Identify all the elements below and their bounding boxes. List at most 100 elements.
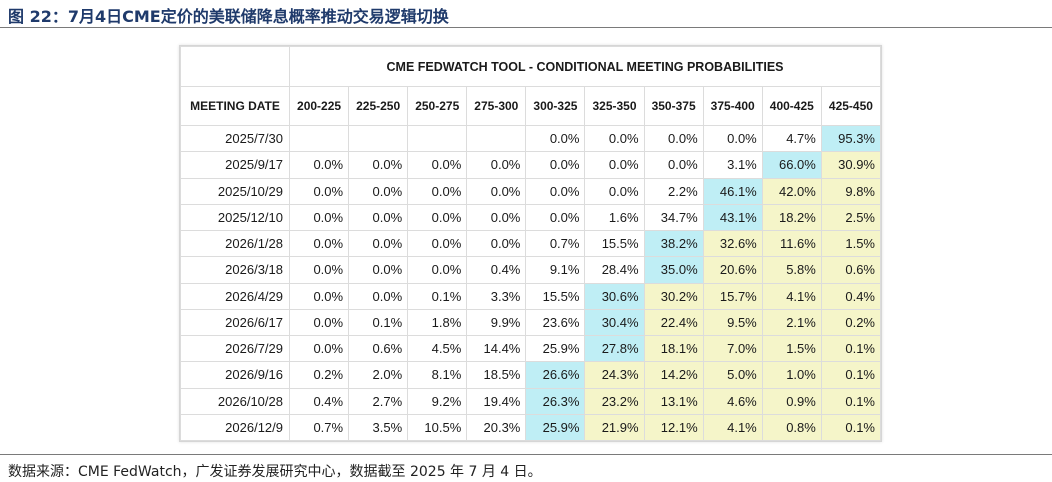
probability-cell: 0.0% [288,229,350,258]
table-row: 2026/3/18 0.0% 0.0% 0.0% 0.4% 9.1% 28.4% 35.0% 2… [180,256,882,284]
rate-range-header: 350-375 [643,86,704,126]
rate-range-header: 425-450 [820,86,882,126]
probability-cell [466,124,527,153]
probability-cell: 14.4% [466,334,527,363]
meeting-date-cell: 2026/10/28 [180,387,290,415]
probability-cell: 18.1% [643,334,704,363]
probability-cell: 0.4% [288,387,350,415]
table-title: CME FEDWATCH TOOL - CONDITIONAL MEETING … [289,46,881,87]
probability-cell: 8.1% [407,361,468,389]
probability-cell: 27.8% [584,334,645,363]
probability-cell: 0.0% [288,334,350,363]
probability-cell: 0.0% [348,229,409,258]
probability-cell: 1.5% [820,229,882,258]
probability-cell: 0.0% [407,177,468,205]
probability-cell: 10.5% [407,413,468,442]
bottom-divider [0,454,1052,455]
rate-range-header: 400-425 [761,86,822,126]
probability-cell: 0.0% [407,151,468,179]
probability-cell: 18.2% [761,203,822,232]
probability-cell: 23.6% [525,308,586,337]
probability-cell: 0.0% [525,177,586,205]
probability-cell: 0.0% [348,177,409,205]
rate-range-header: 275-300 [466,86,527,126]
probability-cell [288,124,350,153]
probability-cell: 0.0% [348,203,409,232]
probability-cell: 20.6% [702,256,763,284]
rate-range-header: 325-350 [584,86,645,126]
rate-range-header: 225-250 [348,86,409,126]
probability-cell: 2.1% [761,308,822,337]
probability-cell: 12.1% [643,413,704,442]
probability-cell: 0.0% [288,308,350,337]
probability-cell: 0.9% [761,387,822,415]
table-row: 2026/4/29 0.0% 0.0% 0.1% 3.3% 15.5% 30.6% 30.2%… [180,282,882,310]
probability-cell: 3.1% [702,151,763,179]
probability-cell: 0.6% [820,256,882,284]
probability-cell: 14.2% [643,361,704,389]
probability-cell: 9.2% [407,387,468,415]
probability-cell: 0.0% [288,203,350,232]
probability-cell: 0.0% [407,256,468,284]
probability-cell: 9.1% [525,256,586,284]
probability-cell: 0.4% [820,282,882,310]
probability-cell: 0.1% [407,282,468,310]
probability-cell [348,124,409,153]
probability-cell: 3.3% [466,282,527,310]
probability-cell: 21.9% [584,413,645,442]
probability-cell: 28.4% [584,256,645,284]
probability-cell [407,124,468,153]
probability-cell: 0.0% [348,282,409,310]
rate-range-header: 300-325 [525,86,586,126]
probability-cell: 30.6% [584,282,645,310]
meeting-date-header: MEETING DATE [180,86,290,126]
table-row: 2026/7/29 0.0% 0.6% 4.5% 14.4% 25.9% 27.8% 18.1… [180,334,882,363]
top-divider [0,27,1052,28]
probability-cell: 1.6% [584,203,645,232]
probability-cell: 0.0% [466,177,527,205]
probability-cell: 9.5% [702,308,763,337]
probability-cell: 1.8% [407,308,468,337]
probability-cell: 0.1% [348,308,409,337]
probability-cell: 0.8% [761,413,822,442]
probability-cell: 4.5% [407,334,468,363]
probability-cell: 9.8% [820,177,882,205]
probability-cell: 0.0% [525,151,586,179]
probability-cell: 0.6% [348,334,409,363]
probability-cell: 3.5% [348,413,409,442]
probability-cell: 42.0% [761,177,822,205]
rate-range-header: 375-400 [702,86,763,126]
probability-cell: 22.4% [643,308,704,337]
probability-cell: 0.0% [407,203,468,232]
probability-cell: 20.3% [466,413,527,442]
probability-cell: 9.9% [466,308,527,337]
probability-cell: 0.0% [584,151,645,179]
meeting-date-cell: 2025/9/17 [180,151,290,179]
probability-cell: 66.0% [761,151,822,179]
table-row: 2026/12/9 0.7% 3.5% 10.5% 20.3% 25.9% 21.9% 12.… [180,413,882,442]
table-row: 2026/9/16 0.2% 2.0% 8.1% 18.5% 26.6% 24.3% 14.2… [180,361,882,389]
meeting-date-cell: 2026/9/16 [180,361,290,389]
probability-cell: 15.7% [702,282,763,310]
probability-cell: 46.1% [702,177,763,205]
probability-cell: 0.7% [288,413,350,442]
probability-cell: 0.2% [288,361,350,389]
probability-cell: 0.4% [466,256,527,284]
table-row: 2025/7/30 0.0% 0.0% 0.0% 0.0% 4.7% 95.3% [180,124,882,153]
probability-cell: 32.6% [702,229,763,258]
table-row: 2025/10/29 0.0% 0.0% 0.0% 0.0% 0.0% 0.0% 2.2% 46… [180,177,882,205]
probability-cell: 0.0% [288,256,350,284]
probability-cell: 25.9% [525,413,586,442]
probability-cell: 4.7% [761,124,822,153]
probability-cell: 35.0% [643,256,704,284]
probability-cell: 30.2% [643,282,704,310]
rate-range-header: 250-275 [407,86,468,126]
probability-cell: 30.9% [820,151,882,179]
probability-cell: 25.9% [525,334,586,363]
probability-cell: 0.0% [466,229,527,258]
probability-cell: 11.6% [761,229,822,258]
meeting-date-cell: 2026/3/18 [180,256,290,284]
probability-cell: 0.0% [525,124,586,153]
figure-title: 图 22：7月4日CME定价的美联储降息概率推动交易逻辑切换 [8,7,449,26]
probability-cell: 0.0% [407,229,468,258]
